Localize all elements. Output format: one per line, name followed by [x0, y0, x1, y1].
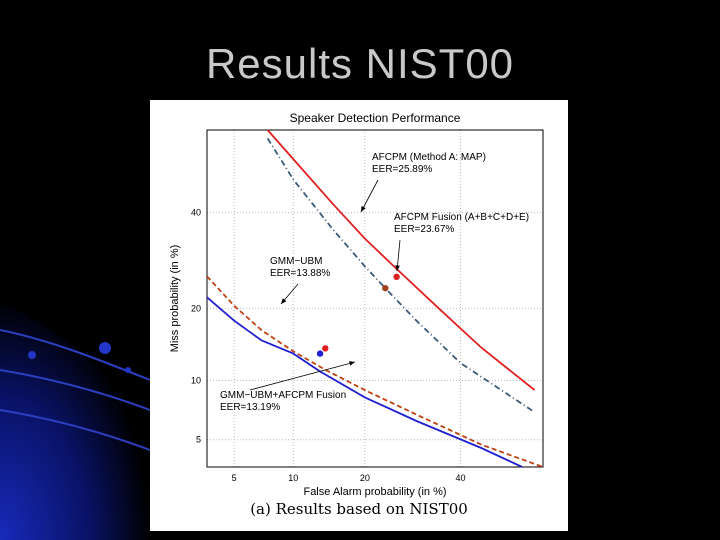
y-tick-label: 40 — [191, 208, 201, 218]
series-line-1 — [266, 137, 536, 413]
eer-point-2 — [322, 345, 329, 352]
annotation-arrowhead — [395, 265, 400, 271]
slide-title: Results NIST00 — [205, 40, 515, 87]
annotation-arrow — [360, 179, 379, 213]
chart-figure: Speaker Detection Performance 5 10 20 40 5 10 2… — [150, 100, 568, 531]
annotation-eer: EER=23.67% — [394, 224, 454, 235]
annotation-title: AFCPM (Method A: MAP) — [372, 152, 486, 163]
x-tick-label: 10 — [288, 473, 298, 483]
plot-frame — [206, 129, 544, 468]
chart-title: Speaker Detection Performance — [290, 111, 461, 125]
annotation-arrowhead — [281, 298, 287, 304]
annotation-arrowhead — [349, 361, 355, 366]
annotation-eer: EER=13.88% — [270, 268, 330, 279]
y-tick-label: 5 — [196, 435, 201, 445]
annotation-title: GMM−UBM — [270, 256, 323, 267]
x-tick-label: 5 — [232, 473, 237, 483]
x-tick-label: 40 — [456, 473, 466, 483]
annotation-title: AFCPM Fusion (A+B+C+D+E) — [394, 212, 529, 223]
series-line-0 — [266, 129, 536, 391]
eer-point-0 — [393, 273, 400, 281]
series-line-2 — [206, 275, 544, 468]
annotation-title: GMM−UBM+AFCPM Fusion — [220, 390, 346, 401]
y-axis-label: Miss probability (in %) — [169, 245, 181, 353]
annotation-eer: EER=13.19% — [220, 402, 280, 413]
y-tick-label: 10 — [191, 375, 201, 385]
annotation-arrow — [249, 361, 356, 391]
eer-point-1 — [382, 284, 389, 292]
annotation-eer: EER=25.89% — [372, 164, 432, 175]
x-axis-label: False Alarm probability (in %) — [303, 486, 446, 498]
figure-caption: (a) Results based on NIST00 — [250, 500, 468, 518]
det-chart: Speaker Detection Performance 5 10 20 40 5 10 2… — [169, 111, 544, 498]
annotation-arrowhead — [361, 206, 366, 212]
x-tick-label: 20 — [360, 473, 370, 483]
y-tick-label: 20 — [191, 304, 201, 314]
eer-point-3 — [316, 350, 324, 357]
